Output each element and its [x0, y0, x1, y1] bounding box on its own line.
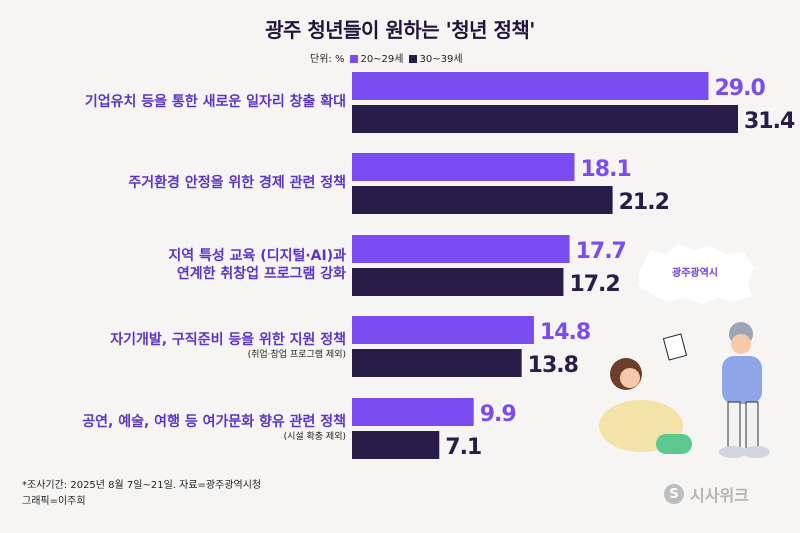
- bar-a-0: [352, 72, 709, 100]
- category-label-line: 공연, 예술, 여행 등 여가문화 향유 관련 정책: [82, 413, 346, 430]
- bar-a-3: [352, 316, 534, 344]
- value-label-b-0: 31.4: [744, 109, 795, 134]
- footnote: *조사기간: 2025년 8월 7일~21일. 자료=광주광역시청 그래픽=이주…: [22, 478, 261, 510]
- legend-swatch-a: [350, 55, 359, 63]
- value-label-b-1: 21.2: [619, 190, 669, 215]
- value-label-a-2: 17.7: [576, 239, 626, 264]
- category-label-line: 기업유치 등을 통한 새로운 일자리 창출 확대: [84, 94, 346, 110]
- category-label-line: 주거환경 안정을 위한 경제 관련 정책: [128, 175, 346, 191]
- bar-b-4: [352, 431, 440, 459]
- young-people-illustration: [599, 322, 770, 458]
- legend-unit: 단위: %: [310, 54, 345, 65]
- map-label: 광주광역시: [672, 268, 718, 279]
- value-label-a-0: 29.0: [714, 76, 765, 101]
- value-label-b-2: 17.2: [569, 272, 619, 297]
- category-label-0: 기업유치 등을 통한 새로운 일자리 창출 확대: [85, 93, 346, 111]
- bar-b-1: [352, 186, 613, 214]
- brand-logo-icon: S: [664, 484, 684, 504]
- legend-item-b: 30~39세: [409, 50, 463, 65]
- gwangju-map-icon: [638, 244, 754, 304]
- value-label-a-4: 9.9: [480, 402, 516, 427]
- category-label-line: 지역 특성 교육 (디지털·AI)과: [168, 248, 346, 264]
- value-label-a-3: 14.8: [540, 320, 590, 345]
- category-label-3: 자기개발, 구직준비 등을 위한 지원 정책 (취업·창업 프로그램 제외): [110, 331, 346, 361]
- category-label-1: 주거환경 안정을 위한 경제 관련 정책: [128, 174, 346, 192]
- category-note-4: (시설 확충 제외): [283, 431, 346, 442]
- legend-swatch-b: [409, 55, 418, 63]
- value-label-b-3: 13.8: [528, 353, 578, 378]
- legend-item-a: 20~29세: [350, 50, 403, 65]
- bar-b-0: [352, 105, 738, 133]
- value-label-b-4: 7.1: [445, 435, 481, 460]
- bar-b-2: [352, 268, 564, 296]
- bar-b-3: [352, 349, 522, 377]
- footnote-graphic: 그래픽=이주희: [22, 496, 86, 507]
- value-label-a-1: 18.1: [581, 157, 631, 182]
- category-note-3: (취업·창업 프로그램 제외): [247, 349, 346, 360]
- category-label-line: 연계한 취창업 프로그램 강화: [176, 266, 346, 282]
- category-label-line: 자기개발, 구직준비 등을 위한 지원 정책: [110, 331, 346, 348]
- brand-logo: S 시사위크: [664, 482, 749, 506]
- brand-name: 시사위크: [690, 486, 749, 505]
- category-label-4: 공연, 예술, 여행 등 여가문화 향유 관련 정책 (시설 확충 제외): [82, 413, 346, 443]
- bar-a-4: [352, 398, 474, 426]
- footnote-survey: *조사기간: 2025년 8월 7일~21일. 자료=광주광역시청: [22, 480, 262, 491]
- bar-a-1: [352, 153, 575, 181]
- chart-title: 광주 청년들이 원하는 '청년 정책': [265, 18, 535, 42]
- legend: 단위: % 20~29세 30~39세: [310, 50, 463, 65]
- bar-a-2: [352, 235, 570, 263]
